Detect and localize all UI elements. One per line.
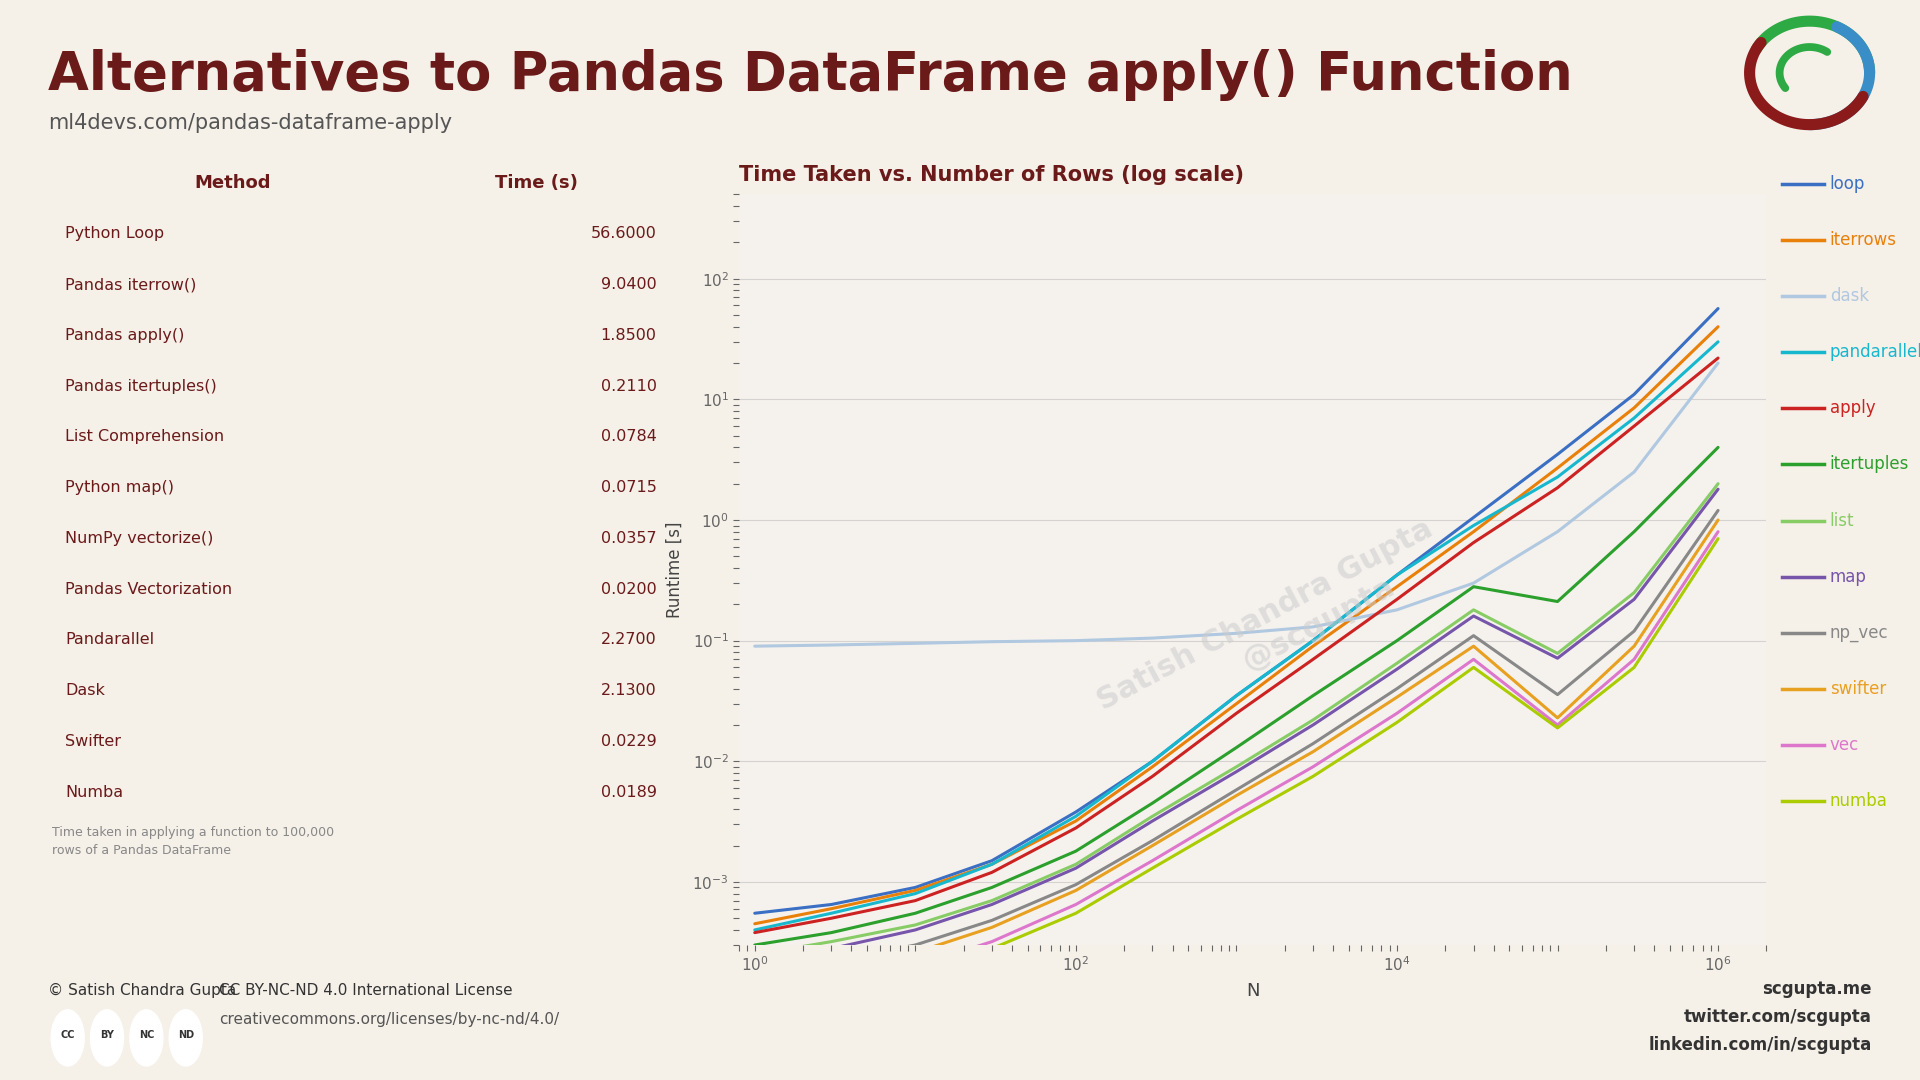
Text: 1.8500: 1.8500	[601, 328, 657, 342]
Text: Python map(): Python map()	[65, 481, 175, 495]
Text: dask: dask	[1830, 287, 1868, 305]
X-axis label: N: N	[1246, 983, 1260, 1000]
Text: Satish Chandra Gupta
        @scgupta: Satish Chandra Gupta @scgupta	[1092, 514, 1453, 745]
Text: 0.0357: 0.0357	[601, 531, 657, 545]
Text: ND: ND	[179, 1029, 194, 1040]
Circle shape	[131, 1010, 163, 1066]
Text: 2.2700: 2.2700	[601, 633, 657, 647]
Text: vec: vec	[1830, 737, 1859, 754]
Text: List Comprehension: List Comprehension	[65, 430, 225, 444]
Text: Pandas itertuples(): Pandas itertuples()	[65, 379, 217, 393]
Text: © Satish Chandra Gupta: © Satish Chandra Gupta	[48, 983, 236, 998]
Text: apply: apply	[1830, 400, 1876, 417]
Text: Alternatives to Pandas DataFrame apply() Function: Alternatives to Pandas DataFrame apply()…	[48, 49, 1572, 100]
Circle shape	[90, 1010, 123, 1066]
Text: NumPy vectorize(): NumPy vectorize()	[65, 531, 213, 545]
Text: ml4devs.com/pandas-dataframe-apply: ml4devs.com/pandas-dataframe-apply	[48, 113, 451, 134]
Text: iterrows: iterrows	[1830, 231, 1897, 248]
Circle shape	[169, 1010, 202, 1066]
Text: CC: CC	[60, 1029, 75, 1040]
Y-axis label: Runtime [s]: Runtime [s]	[666, 522, 684, 618]
Text: Method: Method	[194, 174, 271, 191]
Circle shape	[52, 1010, 84, 1066]
Text: linkedin.com/in/scgupta: linkedin.com/in/scgupta	[1649, 1036, 1872, 1054]
Text: CC BY-NC-ND 4.0 International License: CC BY-NC-ND 4.0 International License	[219, 983, 513, 998]
Text: 0.0189: 0.0189	[601, 785, 657, 799]
Text: creativecommons.org/licenses/by-nc-nd/4.0/: creativecommons.org/licenses/by-nc-nd/4.…	[219, 1012, 559, 1027]
Text: 0.0784: 0.0784	[601, 430, 657, 444]
Text: Pandas iterrow(): Pandas iterrow()	[65, 278, 196, 292]
Text: 0.2110: 0.2110	[601, 379, 657, 393]
Text: Time Taken vs. Number of Rows (log scale): Time Taken vs. Number of Rows (log scale…	[739, 164, 1244, 185]
Text: NC: NC	[138, 1029, 154, 1040]
Text: Time (s): Time (s)	[495, 174, 578, 191]
Text: map: map	[1830, 568, 1866, 585]
Text: list: list	[1830, 512, 1855, 529]
Text: Pandas Vectorization: Pandas Vectorization	[65, 582, 232, 596]
Text: 0.0715: 0.0715	[601, 481, 657, 495]
Text: 9.0400: 9.0400	[601, 278, 657, 292]
Text: 2.1300: 2.1300	[601, 684, 657, 698]
Text: Python Loop: Python Loop	[65, 227, 165, 241]
Text: BY: BY	[100, 1029, 113, 1040]
Text: Pandas apply(): Pandas apply()	[65, 328, 184, 342]
Text: numba: numba	[1830, 793, 1887, 810]
Text: 56.6000: 56.6000	[591, 227, 657, 241]
Text: Time taken in applying a function to 100,000
rows of a Pandas DataFrame: Time taken in applying a function to 100…	[52, 826, 334, 858]
Text: np_vec: np_vec	[1830, 624, 1889, 642]
Text: Dask: Dask	[65, 684, 106, 698]
Text: 0.0229: 0.0229	[601, 734, 657, 748]
Text: loop: loop	[1830, 175, 1864, 192]
Text: scgupta.me: scgupta.me	[1763, 980, 1872, 998]
Text: 0.0200: 0.0200	[601, 582, 657, 596]
Text: Numba: Numba	[65, 785, 123, 799]
Text: itertuples: itertuples	[1830, 456, 1908, 473]
Text: pandarallel: pandarallel	[1830, 343, 1920, 361]
Text: twitter.com/scgupta: twitter.com/scgupta	[1684, 1008, 1872, 1026]
Text: Pandarallel: Pandarallel	[65, 633, 154, 647]
Text: swifter: swifter	[1830, 680, 1885, 698]
Text: Swifter: Swifter	[65, 734, 121, 748]
